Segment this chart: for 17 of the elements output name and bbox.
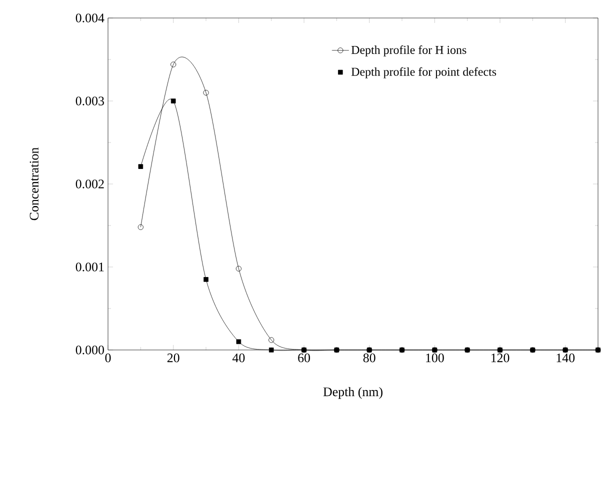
x-tick-label: 80 (363, 354, 376, 362)
y-axis-title: Concentration (30, 147, 39, 220)
x-axis-title: Depth (nm) (323, 387, 382, 399)
y-tick-label: 0.004 (76, 14, 104, 22)
legend-label: Depth profile for point defects (351, 67, 496, 78)
y-tick-label: 0.000 (76, 346, 104, 354)
x-tick-label: 140 (556, 354, 575, 362)
legend-label: Depth profile for H ions (351, 45, 466, 56)
x-tick-label: 60 (298, 354, 310, 362)
x-tick-label: 40 (232, 354, 245, 362)
x-tick-label: 100 (426, 354, 444, 362)
x-tick-label: 20 (167, 354, 180, 362)
x-tick-label: 120 (491, 354, 510, 362)
x-tick-label: 0 (105, 354, 111, 362)
y-tick-label: 0.001 (76, 262, 104, 272)
y-tick-label: 0.002 (76, 180, 104, 188)
y-tick-label: 0.003 (76, 96, 104, 106)
